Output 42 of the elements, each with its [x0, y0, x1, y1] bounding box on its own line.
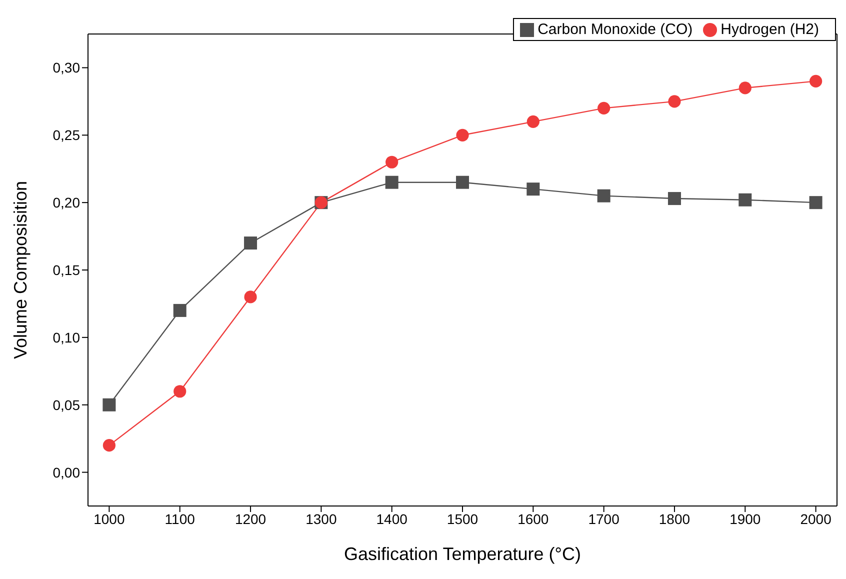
point	[244, 290, 257, 304]
point	[456, 128, 469, 142]
y-tick-label: 0,30	[52, 60, 80, 76]
point	[668, 192, 681, 206]
legend-label: Carbon Monoxide (CO)	[538, 21, 693, 38]
x-tick-label: 1500	[446, 510, 478, 527]
y-axis-title: Volume Composisition	[10, 180, 30, 360]
x-tick-label: 2000	[800, 510, 832, 527]
point	[173, 304, 186, 317]
point	[668, 95, 681, 108]
point	[102, 439, 116, 452]
point	[598, 102, 610, 114]
point	[102, 398, 116, 412]
point	[244, 236, 258, 250]
y-tick-label: 0,05	[52, 396, 80, 413]
legend-label: Hydrogen (H2)	[720, 21, 819, 38]
point	[385, 176, 398, 189]
y-tick-label: 0,20	[52, 194, 80, 211]
x-tick-label: 1700	[588, 510, 620, 527]
y-tick-label: 0,25	[52, 127, 80, 144]
x-tick-label: 1600	[518, 510, 549, 527]
y-tick-label: 0,10	[52, 329, 80, 346]
x-tick-label: 1000	[94, 510, 125, 527]
y-tick-label: 0,15	[52, 262, 80, 278]
point	[738, 193, 752, 206]
x-tick-label: 1400	[376, 510, 408, 527]
x-axis-title: Gasification Temperature (°C)	[344, 544, 581, 564]
point	[597, 189, 610, 202]
x-tick-label: 1100	[164, 510, 196, 527]
x-tick-label: 1300	[306, 510, 337, 527]
point	[456, 176, 469, 189]
point	[810, 74, 822, 88]
x-tick-label: 1800	[658, 510, 690, 527]
point	[809, 196, 822, 210]
point	[174, 385, 186, 398]
point	[526, 182, 540, 196]
x-tick-label: 1900	[730, 510, 761, 527]
point	[738, 82, 752, 94]
y-tick-label: 0,00	[52, 464, 80, 480]
point	[386, 156, 398, 168]
x-tick-label: 1200	[234, 510, 266, 527]
point	[526, 115, 540, 128]
